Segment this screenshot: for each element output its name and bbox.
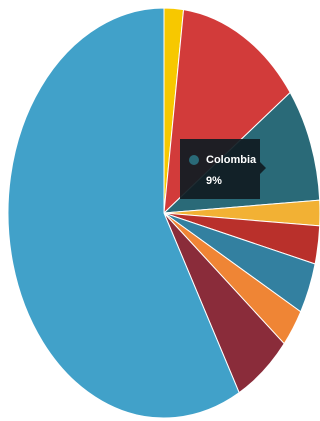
tooltip-value: 9% <box>206 175 222 187</box>
pie-slice <box>7 7 240 419</box>
pie <box>7 7 320 419</box>
tooltip: Colombia 9% <box>180 139 266 199</box>
tooltip-box <box>180 139 266 199</box>
tooltip-marker <box>189 155 199 165</box>
tooltip-label: Colombia <box>206 154 257 166</box>
